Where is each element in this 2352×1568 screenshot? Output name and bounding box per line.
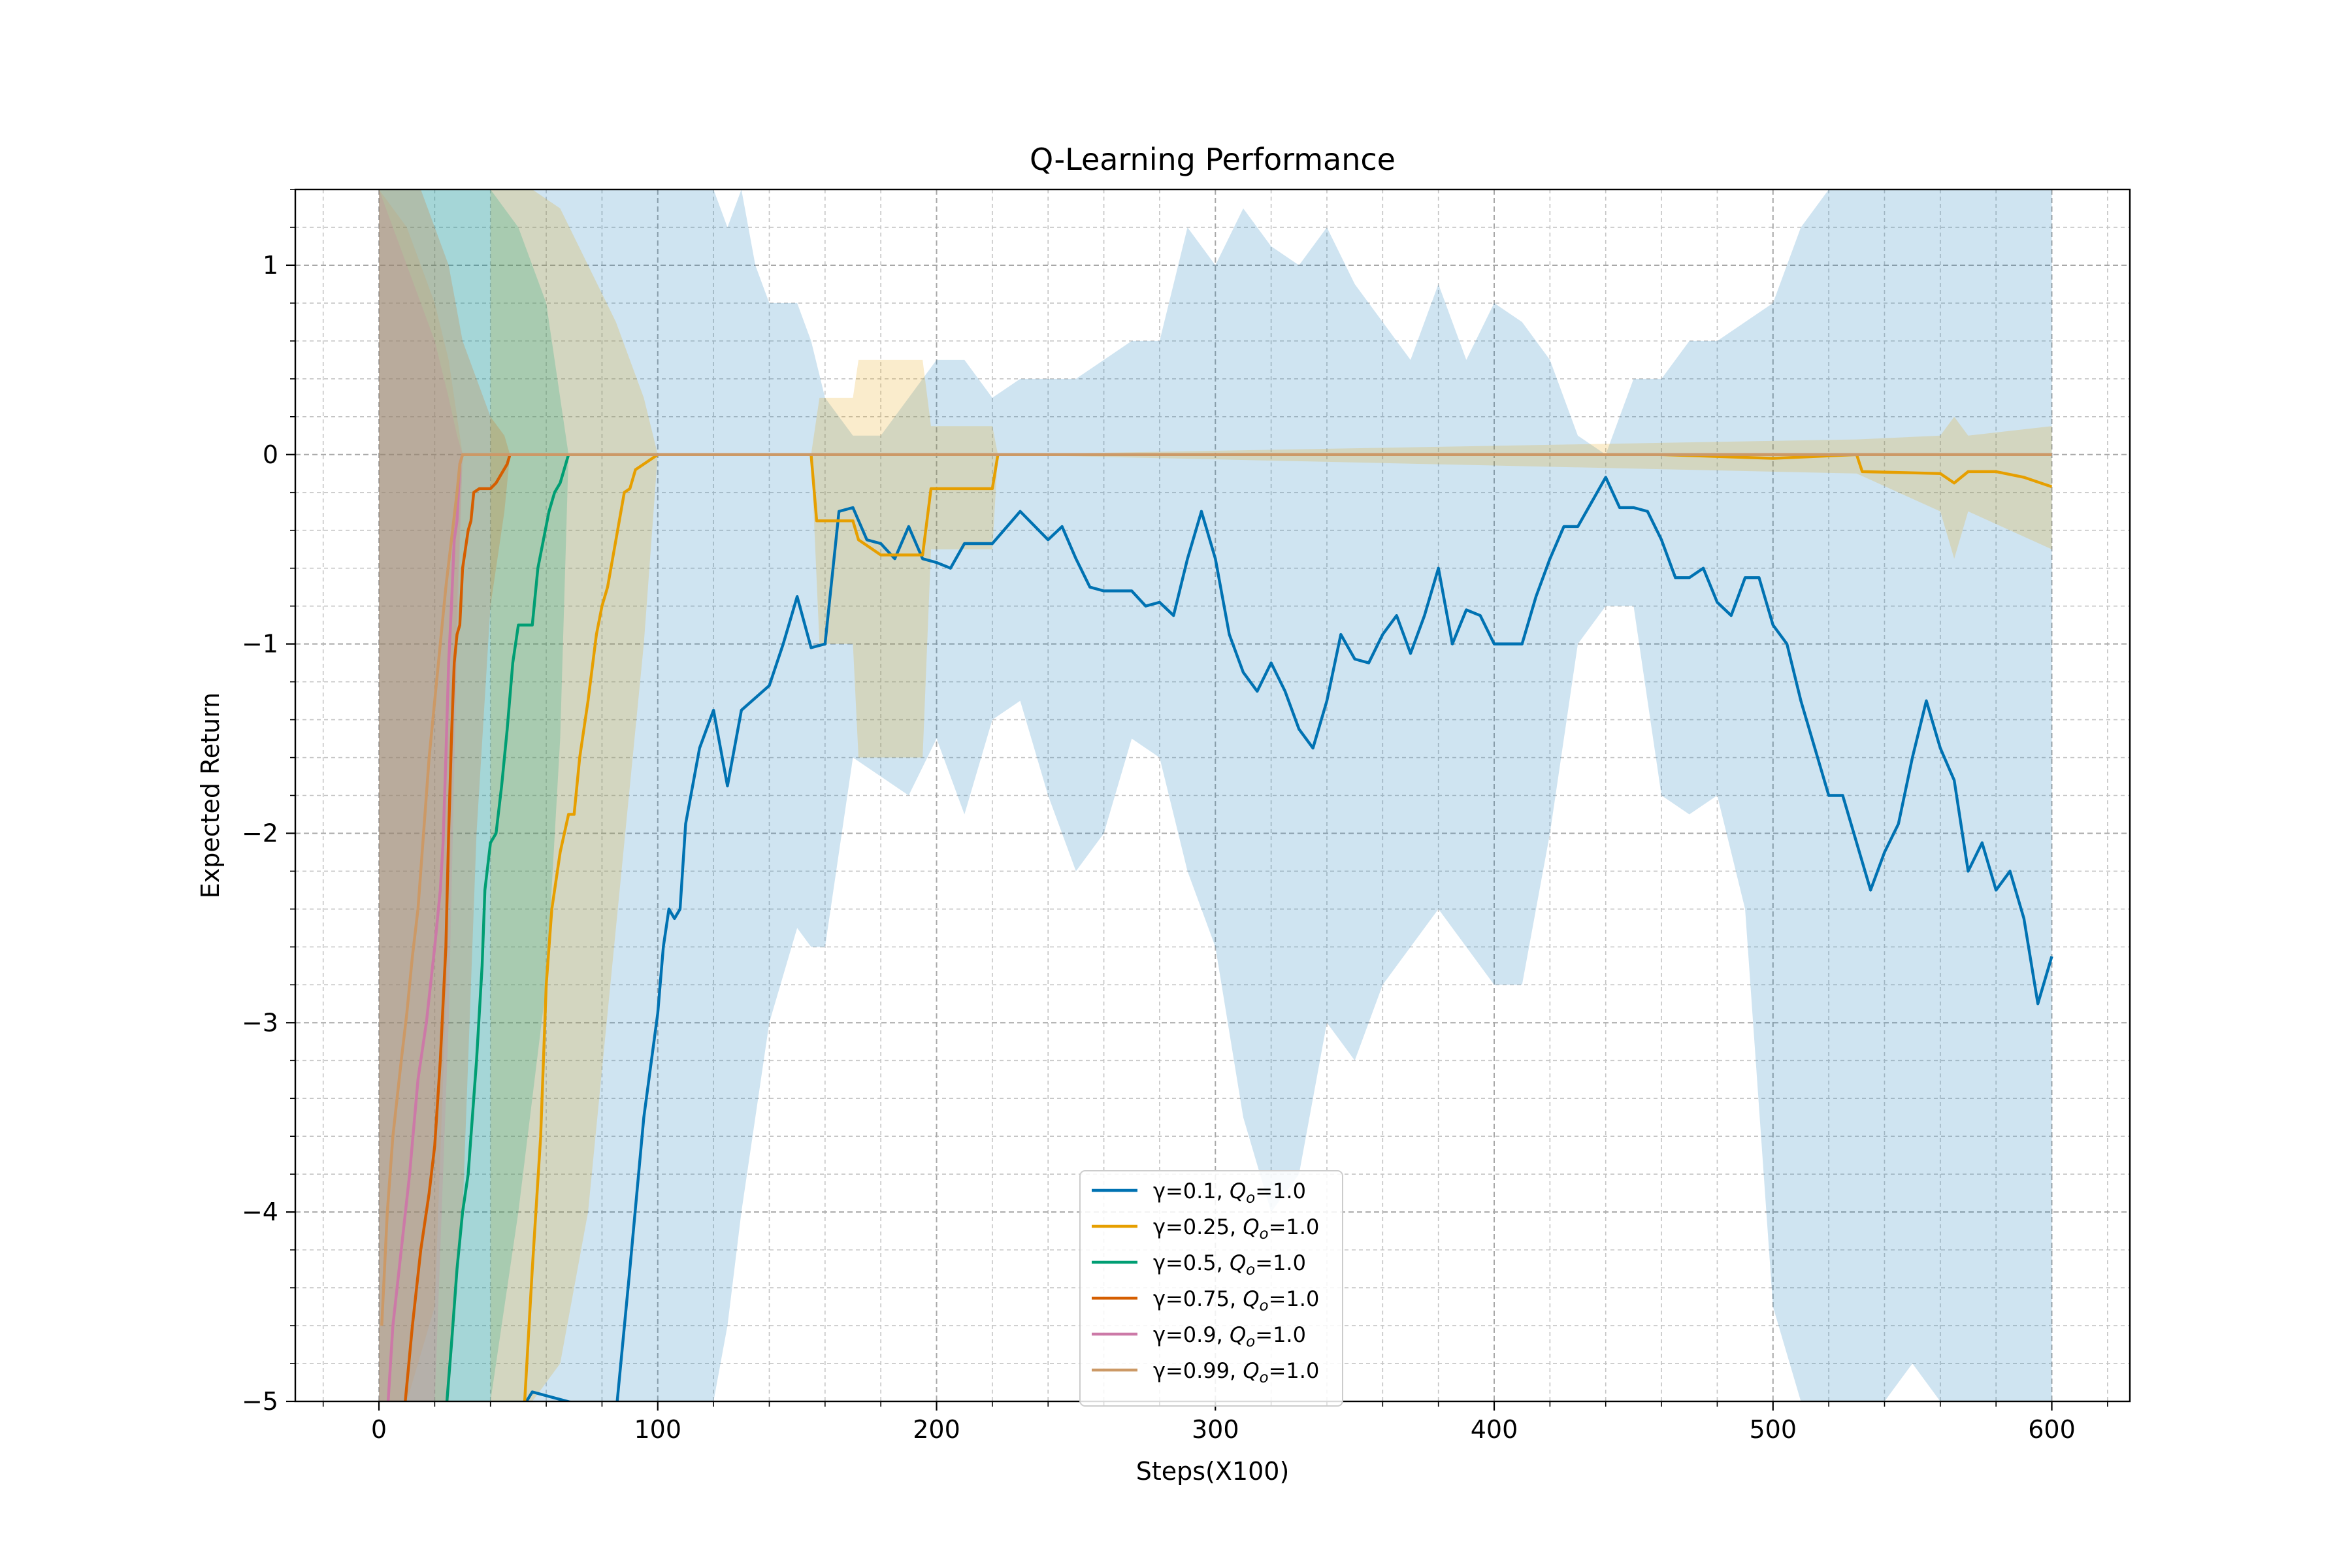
legend-box: [1079, 1170, 1343, 1407]
x-tick-label: 200: [913, 1415, 960, 1444]
series-line: [445, 453, 2052, 1401]
series-line: [386, 453, 2052, 1401]
y-tick-label: −3: [242, 1008, 278, 1037]
series-line: [380, 453, 2052, 1326]
y-tick-label: 1: [263, 251, 278, 280]
confidence-band: [379, 189, 569, 1401]
y-axis-label: Expected Return: [196, 693, 225, 898]
legend-label: γ=0.25, Qo=1.0: [1153, 1215, 1319, 1243]
x-axis-label: Steps(X100): [1136, 1457, 1290, 1486]
legend-label: γ=0.5, Qo=1.0: [1153, 1250, 1306, 1279]
series-line: [525, 476, 2053, 1401]
confidence-bands: [379, 189, 2052, 1401]
series-lines: [380, 453, 2053, 1401]
series-line: [404, 453, 2052, 1401]
y-axis: 1 0 −1 −2 −3 −4 −5: [242, 189, 295, 1416]
y-tick-label: −2: [242, 819, 278, 847]
confidence-band: [379, 189, 463, 1401]
confidence-band: [379, 189, 2052, 1401]
chart-title: Q-Learning Performance: [1030, 142, 1396, 177]
legend-label: γ=0.1, Qo=1.0: [1153, 1179, 1306, 1207]
y-tick-label: −5: [242, 1387, 278, 1416]
x-tick-label: 300: [1192, 1415, 1239, 1444]
x-axis: 0 100 200 300 400 500 600: [322, 1401, 2108, 1444]
x-tick-label: 100: [634, 1415, 682, 1444]
legend-label: γ=0.99, Qo=1.0: [1153, 1358, 1319, 1386]
confidence-band: [490, 189, 2052, 1401]
confidence-band: [379, 189, 463, 1401]
legend-label: γ=0.75, Qo=1.0: [1153, 1286, 1319, 1315]
x-tick-label: 0: [371, 1415, 387, 1444]
x-tick-label: 600: [2028, 1415, 2076, 1444]
y-tick-label: 0: [263, 440, 278, 469]
y-tick-label: −4: [242, 1198, 278, 1226]
x-tick-label: 500: [1749, 1415, 1797, 1444]
x-tick-label: 400: [1471, 1415, 1518, 1444]
y-tick-label: −1: [242, 630, 278, 659]
legend-label: γ=0.9, Qo=1.0: [1153, 1322, 1306, 1350]
legend: γ=0.1, Qo=1.0 γ=0.25, Qo=1.0 γ=0.5, Qo=1.0…: [1079, 1170, 1343, 1407]
